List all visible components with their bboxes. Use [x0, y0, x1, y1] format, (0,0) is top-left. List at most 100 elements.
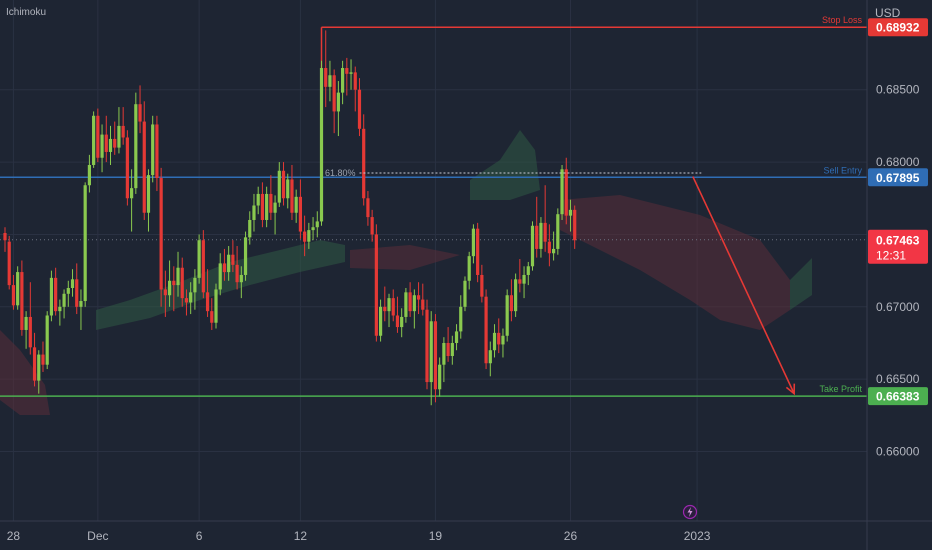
cloud-red-0 [0, 330, 50, 415]
candle-55 [235, 246, 239, 290]
projection-arrow [692, 176, 796, 396]
candle-22 [96, 108, 100, 163]
fib-label: 61.80% [325, 168, 356, 178]
price-axis[interactable]: 0.689320.678950.663830.685000.680000.675… [868, 18, 928, 459]
candle-12 [54, 267, 58, 316]
candle-83 [353, 66, 357, 112]
candle-97 [412, 289, 416, 329]
x-tick-label-5: 26 [564, 529, 578, 543]
lightning-icon[interactable] [682, 504, 698, 520]
candle-89 [378, 299, 383, 342]
candle-23 [100, 124, 104, 173]
candle-56 [239, 266, 243, 299]
candle-115 [488, 341, 492, 377]
candle-67 [286, 173, 290, 209]
candle-91 [387, 293, 391, 328]
candle-81 [345, 57, 349, 96]
candle-133 [564, 157, 568, 225]
candle-95 [404, 287, 408, 323]
candle-13 [58, 299, 62, 326]
candle-52 [222, 248, 227, 281]
candle-63 [269, 175, 273, 220]
candle-3 [16, 266, 20, 310]
candle-7 [32, 332, 37, 387]
candle-127 [539, 217, 543, 258]
candle-87 [370, 209, 374, 242]
candle-39 [167, 260, 172, 307]
y-tick-label-3: 0.67000 [876, 300, 920, 314]
cloud-green-1 [470, 130, 540, 200]
x-tick-label-2: 6 [196, 529, 203, 543]
candle-25 [108, 125, 113, 165]
level-name-stop: Stop Loss [822, 15, 863, 25]
candle-16 [70, 269, 75, 297]
candle-2 [11, 274, 16, 310]
candle-114 [484, 289, 488, 370]
candle-41 [176, 251, 180, 297]
candle-66 [281, 162, 286, 206]
price-badge-entry[interactable]: 0.67895 [868, 168, 928, 187]
candle-98 [416, 282, 421, 315]
candle-28 [121, 107, 125, 145]
candle-118 [501, 328, 505, 358]
candle-88 [374, 224, 378, 342]
price-badge-take[interactable]: 0.66383 [868, 387, 928, 406]
candle-80 [341, 60, 345, 105]
price-badge-stop[interactable]: 0.68932 [868, 18, 928, 37]
candle-62 [265, 186, 269, 228]
candle-128 [543, 185, 547, 252]
annotations: 61.80% [325, 168, 796, 396]
candle-14 [62, 289, 66, 319]
y-tick-label-4: 0.66500 [876, 372, 920, 386]
candle-49 [210, 298, 214, 330]
candle-92 [391, 289, 395, 322]
candle-107 [454, 324, 459, 351]
candle-69 [294, 189, 298, 223]
candle-119 [505, 289, 509, 342]
candle-31 [134, 92, 138, 194]
candle-32 [138, 85, 142, 134]
candle-34 [146, 169, 151, 232]
candle-11 [49, 270, 54, 322]
candle-33 [142, 101, 146, 220]
candle-122 [518, 259, 522, 293]
svg-text:0.67463: 0.67463 [876, 233, 920, 247]
candle-90 [383, 286, 387, 322]
candle-20 [87, 154, 91, 193]
y-tick-label-1: 0.68000 [876, 155, 920, 169]
candle-53 [227, 246, 231, 281]
candle-82 [349, 59, 353, 90]
candle-123 [522, 266, 526, 299]
candle-74 [315, 211, 319, 238]
candle-126 [535, 196, 539, 258]
candle-112 [476, 222, 480, 283]
candle-15 [66, 280, 70, 307]
candle-125 [530, 221, 535, 271]
candle-131 [556, 208, 560, 255]
candle-45 [193, 269, 197, 310]
indicator-label[interactable]: Ichimoku [6, 7, 46, 18]
candle-73 [311, 217, 315, 241]
candle-101 [429, 311, 433, 406]
candle-24 [104, 115, 108, 163]
candle-38 [163, 270, 167, 317]
time-axis[interactable]: 28 Dec 6 12 19 26 2023 [7, 529, 711, 543]
candle-6 [28, 282, 32, 355]
x-tick-label-6: 2023 [684, 529, 711, 543]
candle-8 [37, 350, 41, 394]
candle-60 [256, 186, 260, 215]
candle-129 [547, 224, 551, 267]
candle-132 [560, 164, 564, 220]
candle-59 [252, 193, 256, 232]
candle-43 [184, 289, 189, 316]
candle-1 [7, 235, 11, 290]
candle-18 [79, 289, 83, 330]
candle-117 [497, 318, 501, 354]
candle-42 [180, 257, 184, 307]
candle-21 [92, 111, 96, 168]
candle-44 [189, 282, 193, 315]
